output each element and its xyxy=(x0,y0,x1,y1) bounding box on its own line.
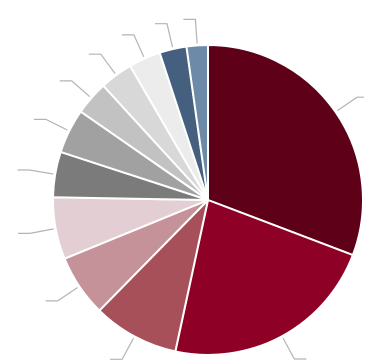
leader-line-6 xyxy=(17,169,54,175)
pie-slice-12 xyxy=(185,44,209,201)
leader-line-4 xyxy=(45,287,78,302)
leader-line-12 xyxy=(183,18,198,44)
leader-line-5 xyxy=(18,228,54,234)
leader-line-7 xyxy=(33,118,68,131)
pie-slice-1 xyxy=(207,44,364,257)
slices-layer xyxy=(52,44,364,356)
leader-line-3 xyxy=(110,337,135,360)
leader-line-9 xyxy=(88,53,116,74)
pie-slice-3 xyxy=(98,199,209,353)
leader-line-11 xyxy=(155,23,174,48)
leader-line-10 xyxy=(121,34,145,57)
leader-line-2 xyxy=(282,337,307,360)
leader-line-1 xyxy=(336,96,364,112)
leader-line-8 xyxy=(59,80,91,98)
leader-lines-layer xyxy=(17,18,364,360)
pie-slice-2 xyxy=(174,199,354,356)
